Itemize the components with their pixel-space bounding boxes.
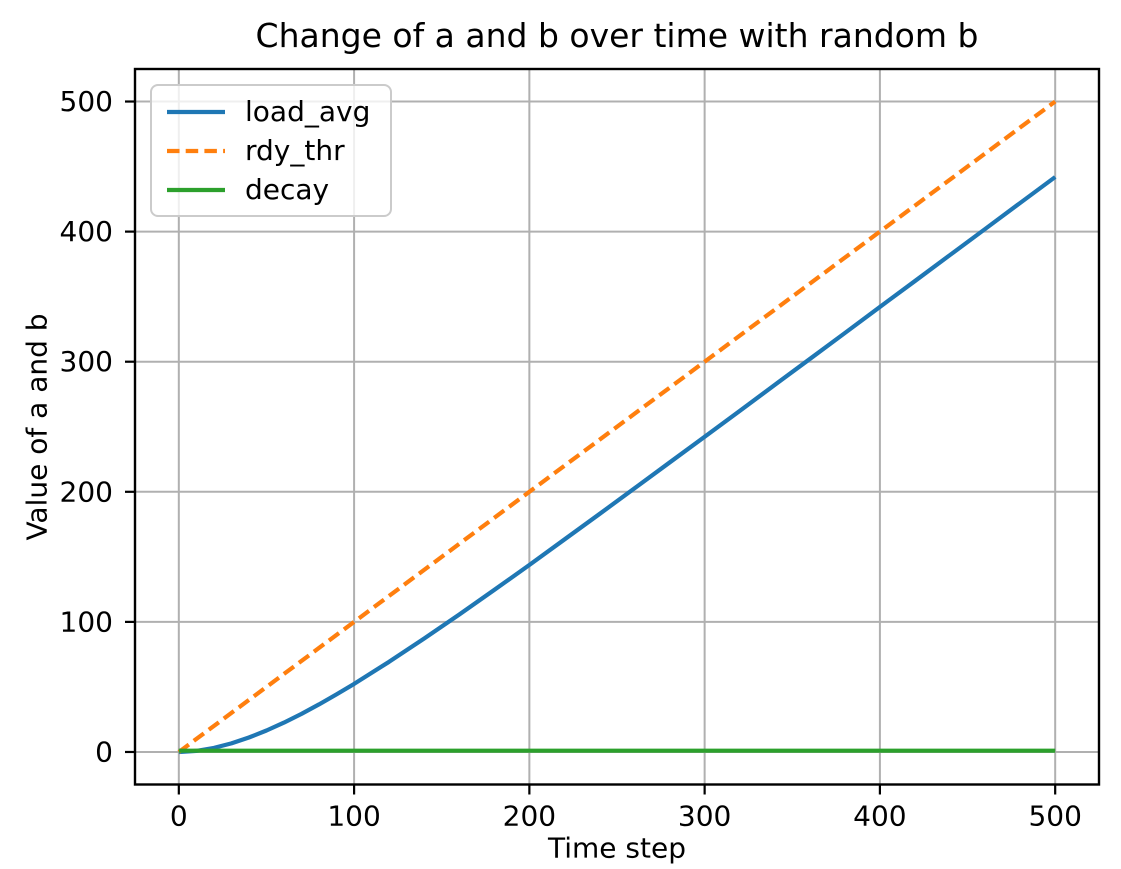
- x-tick-label-100: 100: [327, 799, 380, 832]
- x-axis-label: Time step: [548, 831, 686, 865]
- y-tick-label-200: 200: [60, 475, 113, 508]
- series-line-rdy_thr: [177, 99, 1057, 754]
- legend-label-decay: decay: [245, 173, 330, 206]
- legend-line-swatch-load_avg: [167, 109, 225, 114]
- x-tick-label-300: 300: [678, 799, 731, 832]
- x-tick-label-200: 200: [503, 799, 556, 832]
- y-tick-label-500: 500: [60, 85, 113, 118]
- legend-item-rdy_thr: rdy_thr: [166, 131, 370, 170]
- legend-line-swatch-rdy_thr: [167, 148, 225, 153]
- legend-label-rdy_thr: rdy_thr: [245, 134, 345, 167]
- x-tick-label-400: 400: [853, 799, 906, 832]
- y-tick-label-0: 0: [95, 735, 113, 768]
- chart-title: Change of a and b over time with random …: [255, 16, 979, 55]
- x-tick-label-500: 500: [1028, 799, 1081, 832]
- series-line-load_avg: [178, 175, 1057, 755]
- y-tick-label-300: 300: [60, 345, 113, 378]
- legend-item-decay: decay: [166, 170, 370, 209]
- y-tick-label-400: 400: [60, 215, 113, 248]
- legend-item-load_avg: load_avg: [166, 92, 370, 131]
- y-tick-label-100: 100: [60, 605, 113, 638]
- legend-line-swatch-decay: [167, 187, 225, 192]
- axes-spines: [133, 67, 1101, 786]
- x-tick-label-0: 0: [170, 799, 188, 832]
- legend-label-load_avg: load_avg: [245, 95, 371, 128]
- y-axis-label: Value of a and b: [20, 313, 54, 541]
